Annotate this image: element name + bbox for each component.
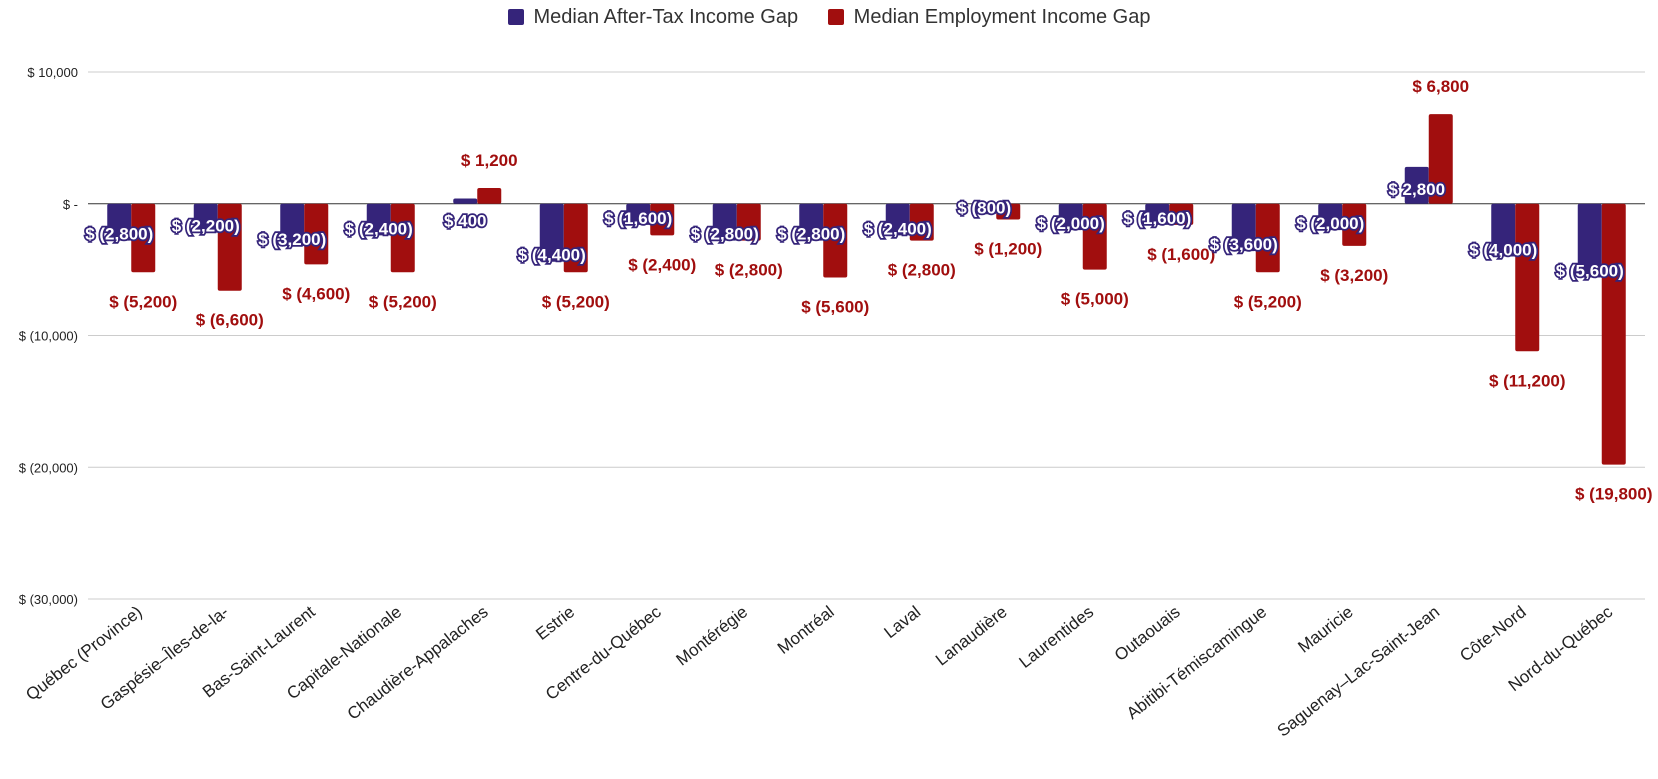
- bar-after-tax: [712, 203, 737, 241]
- x-category-label: Chaudière-Appalaches: [344, 602, 492, 723]
- legend-swatch-employment: [827, 9, 844, 26]
- x-category-label: Saguenay–Lac-Saint-Jean: [1274, 602, 1444, 740]
- data-label-after-tax: $ (1,600): [604, 209, 672, 228]
- data-label-employment: $ (5,200): [1234, 292, 1302, 311]
- x-category-label: Abitibi-Témiscamingue: [1123, 602, 1270, 723]
- bar-after-tax: [280, 203, 305, 246]
- bar-after-tax: [107, 203, 132, 241]
- bar-after-tax: [539, 203, 564, 262]
- bar-employment: [1428, 114, 1453, 204]
- x-category-label: Estrie: [532, 602, 578, 644]
- data-label-employment: $ 6,800: [1412, 77, 1469, 96]
- data-label-employment: $ (5,000): [1061, 290, 1129, 309]
- x-category-label: Côte-Nord: [1456, 602, 1529, 665]
- data-label-employment: $ (4,600): [282, 284, 350, 303]
- legend-item-employment: Median Employment Income Gap: [827, 6, 1151, 29]
- bar-after-tax: [799, 203, 824, 241]
- bar-after-tax: [1404, 166, 1429, 204]
- data-label-employment: $ (3,200): [1320, 266, 1388, 285]
- bar-employment: [823, 203, 848, 278]
- data-label-after-tax: $ (2,800): [691, 225, 759, 244]
- bar-employment: [996, 203, 1021, 220]
- bar-employment: [390, 203, 415, 273]
- data-label-after-tax: $ (2,200): [172, 217, 240, 236]
- bar-employment: [909, 203, 934, 241]
- x-category-label: Outaouais: [1111, 602, 1184, 665]
- data-label-after-tax: $ (1,600): [1123, 209, 1191, 228]
- x-category-label: Montréal: [774, 602, 838, 658]
- bar-after-tax: [453, 198, 478, 204]
- bar-employment: [1601, 203, 1626, 465]
- legend-swatch-after-tax: [507, 9, 524, 26]
- data-label-after-tax: $ (800): [957, 198, 1011, 217]
- data-label-employment: $ (6,600): [196, 311, 264, 330]
- bar-employment: [563, 203, 588, 273]
- x-category-label: Mauricie: [1294, 602, 1356, 657]
- data-label-employment: $ (1,600): [1147, 245, 1215, 264]
- bar-employment: [1169, 203, 1194, 225]
- bar-employment: [1342, 203, 1367, 246]
- data-label-employment: $ (5,200): [542, 292, 610, 311]
- bar-employment: [217, 203, 242, 291]
- bar-after-tax: [972, 203, 997, 215]
- data-label-after-tax: $ (3,600): [1210, 235, 1278, 254]
- data-label-employment: $ (5,200): [369, 292, 437, 311]
- data-label-after-tax: $ (2,400): [864, 219, 932, 238]
- data-label-after-tax: $ 400: [444, 211, 487, 230]
- bar-after-tax: [1318, 203, 1343, 231]
- bar-employment: [304, 203, 329, 265]
- data-label-employment: $ (5,600): [801, 298, 869, 317]
- bar-after-tax: [1058, 203, 1083, 231]
- data-label-employment: $ (2,400): [628, 255, 696, 274]
- data-label-after-tax: $ (2,400): [345, 219, 413, 238]
- bar-after-tax: [1231, 203, 1256, 252]
- data-label-employment: $ (2,800): [715, 261, 783, 280]
- bar-after-tax: [366, 203, 391, 236]
- data-label-after-tax: $ (4,400): [518, 246, 586, 265]
- y-tick-label: $ (10,000): [19, 329, 78, 344]
- bar-employment: [650, 203, 675, 236]
- legend-label-employment: Median Employment Income Gap: [853, 6, 1151, 29]
- data-label-after-tax: $ (5,600): [1556, 262, 1624, 281]
- data-label-employment: $ 1,200: [461, 151, 518, 170]
- legend-item-after-tax: Median After-Tax Income Gap: [507, 6, 799, 29]
- bar-employment: [1082, 203, 1107, 270]
- x-category-label: Montérégie: [672, 602, 751, 669]
- data-label-employment: $ (1,200): [974, 240, 1042, 259]
- bar-after-tax: [1145, 203, 1170, 225]
- data-label-after-tax: $ (3,200): [258, 230, 326, 249]
- bar-after-tax: [1577, 203, 1602, 278]
- bar-employment: [1515, 203, 1540, 352]
- y-tick-label: $ (30,000): [19, 592, 78, 607]
- bar-after-tax: [626, 203, 651, 225]
- data-label-after-tax: $ (2,000): [1037, 214, 1105, 233]
- data-label-after-tax: $ (2,800): [85, 225, 153, 244]
- bar-employment: [736, 203, 761, 241]
- data-label-employment: $ (2,800): [888, 261, 956, 280]
- legend: Median After-Tax Income Gap Median Emplo…: [0, 6, 1658, 29]
- x-category-label: Laurentides: [1016, 602, 1098, 672]
- y-tick-label: $ -: [63, 197, 78, 212]
- x-category-label: Laval: [880, 602, 924, 642]
- bar-after-tax: [193, 203, 218, 233]
- bar-after-tax: [885, 203, 910, 236]
- bar-employment: [131, 203, 156, 273]
- x-category-label: Lanaudière: [932, 602, 1011, 669]
- data-label-after-tax: $ (2,000): [1296, 214, 1364, 233]
- y-tick-label: $ (20,000): [19, 460, 78, 475]
- bar-employment: [477, 187, 502, 204]
- y-tick-label: $ 10,000: [27, 65, 78, 80]
- data-label-after-tax: $ 2,800: [1388, 180, 1445, 199]
- bar-employment: [1255, 203, 1280, 273]
- data-label-after-tax: $ (4,000): [1469, 240, 1537, 259]
- data-label-after-tax: $ (2,800): [777, 225, 845, 244]
- data-label-employment: $ (19,800): [1575, 485, 1653, 504]
- bar-after-tax: [1491, 203, 1516, 257]
- data-label-employment: $ (5,200): [109, 292, 177, 311]
- data-label-employment: $ (11,200): [1489, 371, 1566, 390]
- legend-label-after-tax: Median After-Tax Income Gap: [533, 6, 799, 29]
